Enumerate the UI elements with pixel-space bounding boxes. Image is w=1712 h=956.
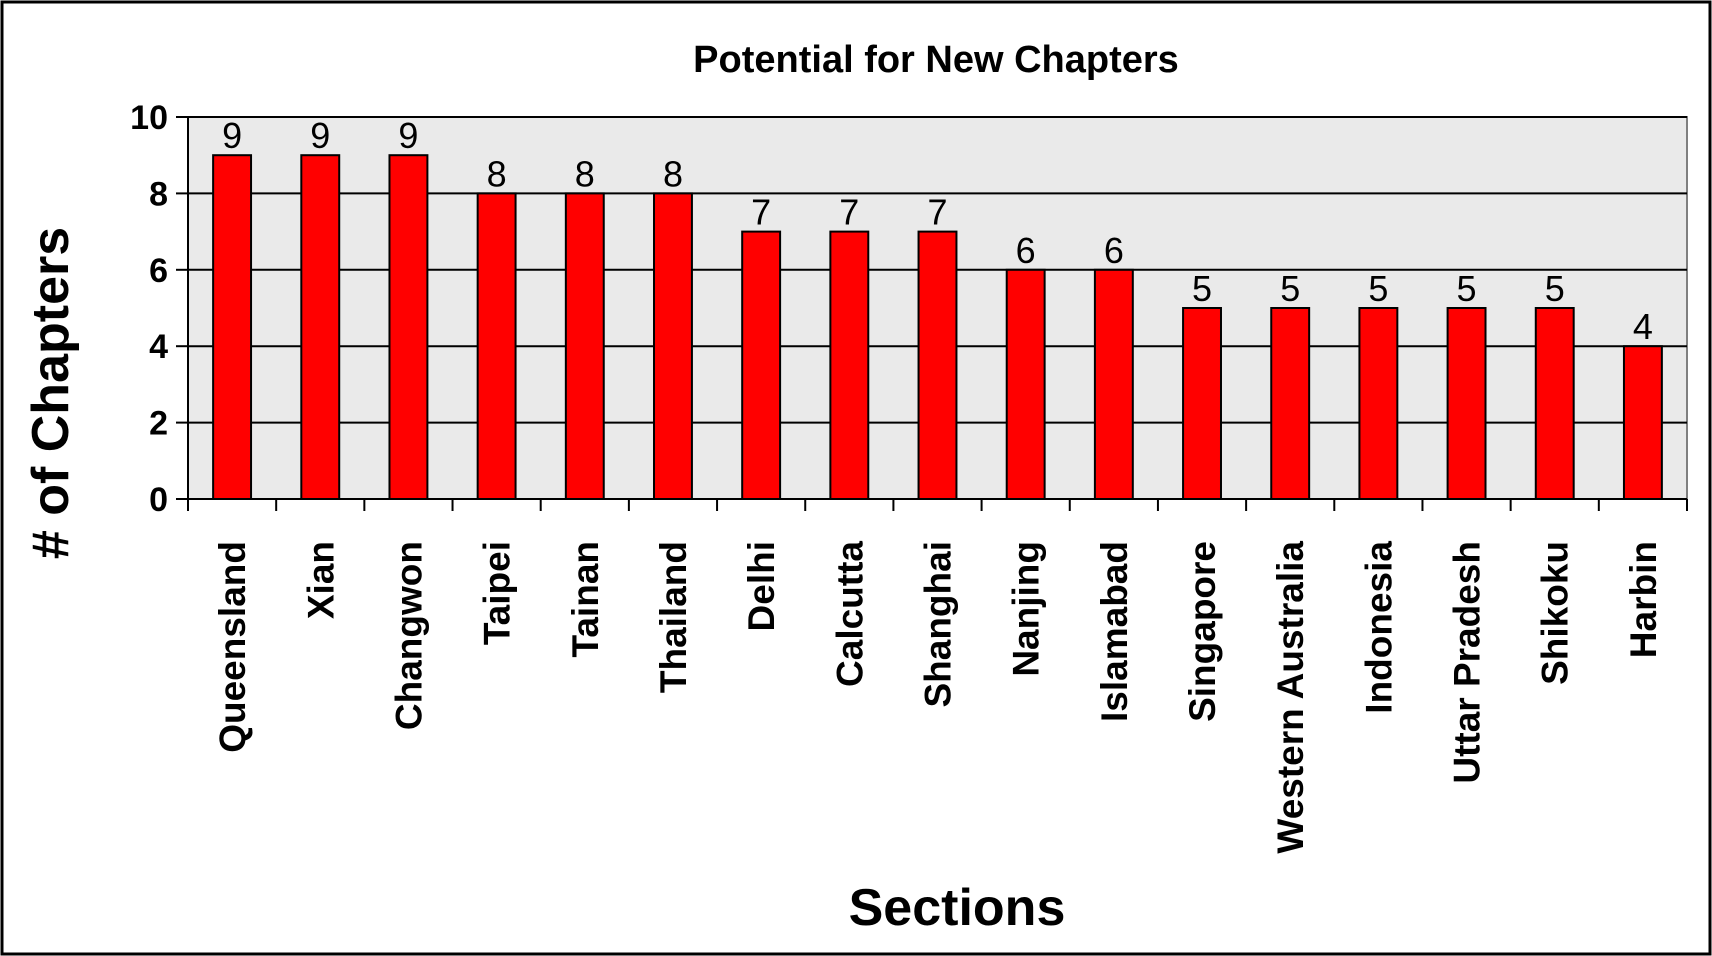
data-label: 9 — [398, 115, 418, 156]
data-label: 5 — [1192, 268, 1212, 309]
bar — [212, 154, 253, 500]
bar — [1182, 307, 1222, 500]
data-label: 8 — [663, 153, 683, 194]
bar — [1534, 307, 1575, 500]
bar — [1005, 268, 1046, 500]
x-tick-label: Shikoku — [1535, 541, 1576, 685]
bar — [1093, 268, 1134, 500]
chart-title: Potential for New Chapters — [693, 39, 1179, 81]
x-tick-label: Queensland — [212, 541, 253, 753]
bar — [653, 192, 693, 500]
bar — [564, 192, 605, 500]
data-label: 5 — [1280, 268, 1300, 309]
data-label: 7 — [927, 192, 947, 233]
x-tick-label: Xian — [300, 541, 341, 619]
data-label: 6 — [1104, 230, 1124, 271]
bar — [1270, 307, 1311, 500]
x-axis: Queensland Xian Changwon Taipei Tainan Thaila… — [187, 498, 1688, 854]
data-label: 9 — [310, 115, 330, 156]
bar — [476, 192, 517, 500]
x-tick-label: Singapore — [1182, 541, 1223, 722]
x-tick-label: Tainan — [565, 541, 606, 658]
data-label: 5 — [1545, 268, 1565, 309]
bar — [917, 230, 958, 500]
bar — [1446, 307, 1487, 500]
x-tick-label: Western Australia — [1270, 541, 1311, 854]
x-tick-label: Taipei — [477, 541, 518, 645]
x-tick-label: Shanghai — [918, 541, 959, 708]
data-label: 7 — [839, 192, 859, 233]
bar — [829, 230, 870, 500]
x-tick-label: Nanjing — [1006, 541, 1047, 677]
data-label: 5 — [1457, 268, 1477, 309]
y-tick-label: 2 — [149, 405, 168, 443]
data-label: 4 — [1633, 306, 1653, 347]
x-tick-label: Thailand — [653, 541, 694, 693]
data-label: 7 — [751, 192, 771, 233]
x-tick-label: Uttar Pradesh — [1447, 541, 1488, 784]
x-tick-label: Harbin — [1623, 541, 1664, 658]
data-label: 6 — [1016, 230, 1036, 271]
x-axis-title: Sections — [849, 879, 1066, 937]
y-axis: 0 2 4 6 8 10 — [130, 99, 189, 519]
y-axis-title: # of Chapters — [22, 227, 80, 559]
data-label: 8 — [487, 153, 507, 194]
bar — [1622, 345, 1663, 501]
y-tick-label: 0 — [149, 481, 168, 519]
data-labels: 9 9 9 8 8 8 7 7 7 6 6 5 5 5 5 5 4 — [222, 115, 1653, 347]
bar — [388, 154, 429, 500]
y-tick-label: 8 — [149, 175, 168, 213]
x-tick-label: Delhi — [741, 541, 782, 631]
bar — [300, 154, 341, 500]
data-label: 8 — [575, 153, 595, 194]
x-tick-label: Islamabad — [1094, 541, 1135, 722]
y-tick-label: 4 — [149, 328, 168, 366]
x-tick-label: Indonesia — [1358, 541, 1399, 714]
bars — [212, 154, 1663, 501]
bar — [741, 230, 782, 500]
y-tick-label: 6 — [149, 252, 168, 290]
data-label: 5 — [1368, 268, 1388, 309]
data-label: 9 — [222, 115, 242, 156]
x-tick-label: Changwon — [388, 541, 429, 730]
y-tick-label: 10 — [130, 99, 168, 137]
x-tick-label: Calcutta — [829, 541, 870, 687]
bar — [1358, 307, 1399, 500]
